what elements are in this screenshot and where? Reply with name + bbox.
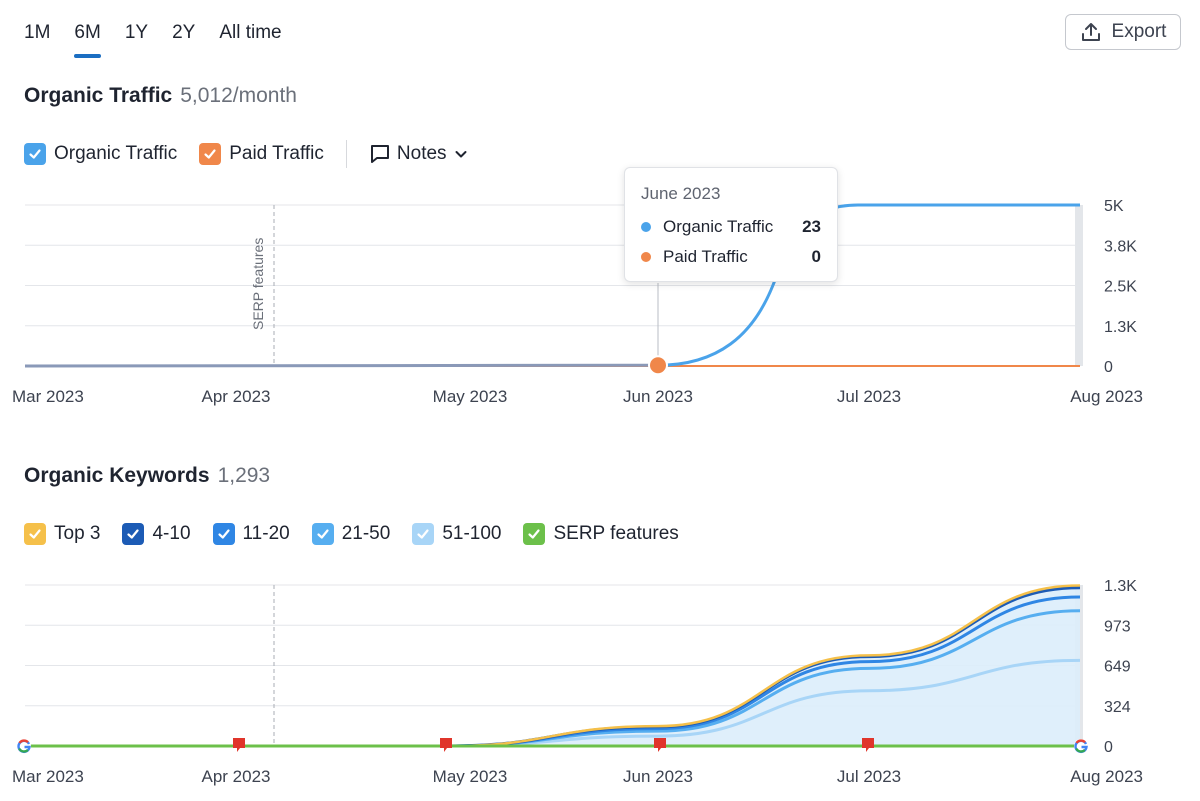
x-tick-label: Jun 2023 [623, 767, 693, 786]
legend-label: 4-10 [152, 523, 191, 544]
x-tick-label: Aug 2023 [1070, 767, 1143, 786]
note-flag-icon[interactable] [440, 738, 452, 752]
legend-label: 51-100 [442, 523, 502, 544]
note-flag-icon[interactable] [233, 738, 245, 752]
keywords-legend: Top 3 4-10 11-20 21-50 51-100 SERP features [24, 520, 701, 548]
export-label: Export [1111, 21, 1167, 42]
legend-paid-traffic[interactable]: Paid Traffic [199, 143, 324, 165]
x-tick-label: Aug 2023 [1070, 387, 1143, 406]
checkbox-icon[interactable] [311, 523, 334, 545]
keywords-value: 1,293 [217, 464, 271, 487]
tab-all-time[interactable]: All time [219, 22, 282, 43]
legend-21-50[interactable]: 21-50 [311, 523, 391, 545]
tooltip-label: Organic Traffic [663, 217, 774, 236]
serp-features-annotation[interactable]: SERP features [250, 238, 266, 330]
legend-label: SERP features [553, 523, 679, 544]
y-tick-label: 0 [1104, 739, 1113, 756]
y-tick-label: 1.3K [1104, 578, 1137, 595]
checkbox-icon[interactable] [199, 143, 222, 165]
legend-label: 21-50 [341, 523, 391, 544]
checkbox-icon[interactable] [122, 523, 145, 545]
series-dot-icon [641, 222, 651, 232]
notes-dropdown[interactable]: Notes [369, 143, 469, 165]
traffic-title-text: Organic Traffic [24, 84, 173, 107]
export-icon [1081, 23, 1100, 41]
google-update-icon[interactable] [17, 739, 31, 754]
tooltip-value: 23 [802, 217, 821, 236]
x-tick-label: Apr 2023 [202, 387, 271, 406]
x-tick-label: Jun 2023 [623, 387, 693, 406]
tab-2y[interactable]: 2Y [172, 22, 196, 43]
tooltip-label: Paid Traffic [663, 247, 748, 266]
notes-label: Notes [396, 143, 447, 164]
series-dot-icon [641, 252, 651, 262]
tab-1m[interactable]: 1M [24, 22, 51, 43]
note-flag-icon[interactable] [654, 738, 666, 752]
legend-label: 11-20 [242, 523, 290, 544]
checkbox-icon[interactable] [412, 523, 435, 545]
tab-1y[interactable]: 1Y [124, 22, 149, 43]
legend-51-100[interactable]: 51-100 [412, 523, 501, 545]
checkbox-icon[interactable] [24, 523, 46, 545]
x-tick-label: Jul 2023 [837, 767, 901, 786]
x-tick-label: Apr 2023 [202, 767, 271, 786]
traffic-value: 5,012/month [180, 84, 297, 107]
tooltip-value: 0 [811, 247, 821, 266]
y-tick-label: 1.3K [1104, 319, 1137, 336]
chevron-down-icon [455, 151, 467, 158]
legend-serp-features[interactable]: SERP features [523, 523, 679, 545]
keywords-title: Organic Keywords 1,293 [24, 464, 270, 488]
export-button[interactable]: Export [1065, 14, 1181, 50]
y-tick-label: 3.8K [1104, 238, 1137, 255]
y-tick-label: 0 [1104, 359, 1113, 376]
y-tick-label: 324 [1104, 699, 1131, 716]
traffic-title: Organic Traffic 5,012/month [24, 84, 297, 108]
checkbox-icon[interactable] [212, 523, 235, 545]
chart-end-shade [1075, 205, 1083, 366]
chart-tooltip: June 2023 Organic Traffic 23 Paid Traffi… [624, 167, 838, 282]
note-flag-icon[interactable] [862, 738, 874, 752]
google-update-icon[interactable] [1074, 739, 1088, 754]
y-tick-label: 2.5K [1104, 279, 1137, 296]
checkbox-icon[interactable] [523, 523, 546, 545]
legend-4-10[interactable]: 4-10 [122, 523, 191, 545]
comment-icon [370, 145, 389, 163]
tooltip-title: June 2023 [641, 184, 721, 203]
legend-label: Top 3 [54, 523, 101, 544]
legend-11-20[interactable]: 11-20 [212, 523, 290, 545]
x-tick-label: Mar 2023 [12, 767, 84, 786]
x-tick-label: May 2023 [433, 387, 508, 406]
y-tick-label: 649 [1104, 659, 1131, 676]
organic-traffic-chart: SERP features 5K 3.8K 2.5K 1.3K 0 Mar 2023 Ap… [12, 198, 1143, 406]
x-tick-label: Mar 2023 [12, 387, 84, 406]
y-tick-label: 973 [1104, 618, 1131, 635]
tooltip-row-paid: Paid Traffic 0 [641, 247, 821, 267]
y-tick-label: 5K [1104, 198, 1124, 215]
keywords-title-text: Organic Keywords [24, 464, 210, 487]
area-fill [25, 585, 1080, 746]
hover-point[interactable] [648, 355, 668, 376]
organic-keywords-chart: 1.3K 973 649 324 0 Mar 2023 Apr 2023 May 2023 J… [12, 578, 1143, 786]
legend-top-3[interactable]: Top 3 [24, 523, 100, 545]
legend-label: Paid Traffic [229, 143, 324, 164]
legend-divider [345, 140, 347, 168]
legend-label: Organic Traffic [54, 143, 178, 164]
legend-organic-traffic[interactable]: Organic Traffic [24, 143, 177, 165]
x-tick-label: Jul 2023 [837, 387, 901, 406]
x-tick-label: May 2023 [433, 767, 508, 786]
traffic-legend: Organic Traffic Paid Traffic Notes [24, 140, 469, 168]
range-tabs: 1M 6M 1Y 2Y All time [24, 20, 306, 58]
tooltip-row-organic: Organic Traffic 23 [641, 217, 821, 237]
tab-6m[interactable]: 6M [74, 20, 102, 58]
checkbox-icon[interactable] [24, 143, 46, 165]
series-line-organic-baseline [24, 363, 659, 368]
